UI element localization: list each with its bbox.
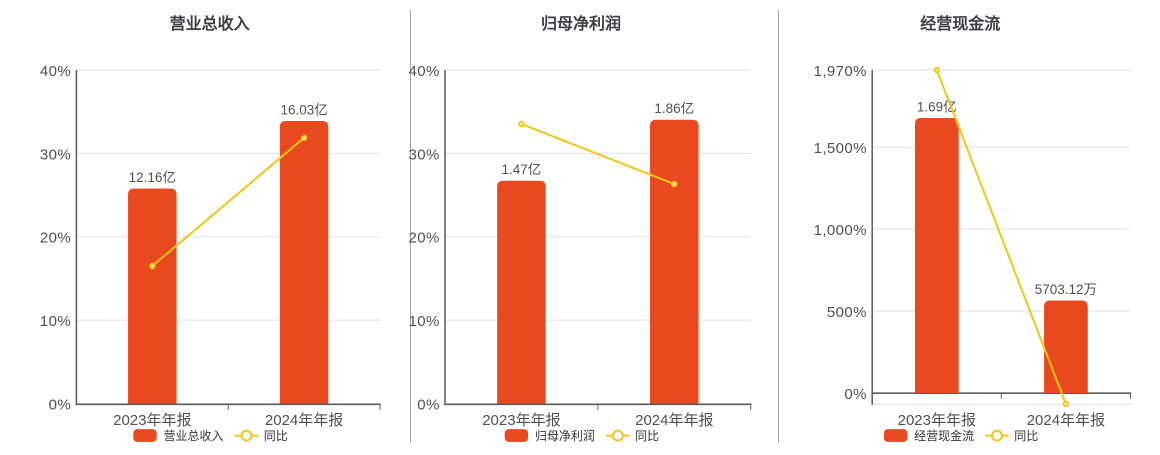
svg-text:12.16亿: 12.16亿 [129, 170, 176, 185]
svg-text:经营现金流: 经营现金流 [914, 428, 974, 443]
svg-text:1,970%: 1,970% [814, 63, 867, 80]
svg-text:2023年年报: 2023年年报 [113, 412, 191, 429]
svg-text:2023年年报: 2023年年报 [898, 412, 976, 429]
svg-text:同比: 同比 [635, 429, 659, 443]
svg-text:30%: 30% [40, 146, 71, 163]
svg-text:1.69亿: 1.69亿 [917, 99, 957, 114]
svg-text:归母净利润: 归母净利润 [535, 429, 595, 443]
svg-text:0%: 0% [844, 386, 866, 403]
svg-text:1,500%: 1,500% [814, 140, 867, 157]
svg-text:5703.12万: 5703.12万 [1035, 282, 1097, 297]
svg-text:1,000%: 1,000% [814, 222, 867, 239]
svg-text:2024年年报: 2024年年报 [1027, 412, 1105, 429]
svg-text:营业总收入: 营业总收入 [164, 429, 224, 443]
svg-text:1.47亿: 1.47亿 [502, 162, 542, 177]
svg-text:同比: 同比 [264, 429, 288, 443]
svg-text:30%: 30% [408, 146, 439, 163]
svg-text:16.03亿: 16.03亿 [280, 103, 327, 118]
svg-text:经营现金流: 经营现金流 [920, 14, 1000, 33]
svg-text:2024年年报: 2024年年报 [635, 412, 713, 429]
svg-text:0%: 0% [417, 396, 439, 413]
svg-text:40%: 40% [40, 63, 71, 80]
svg-text:40%: 40% [408, 63, 439, 80]
svg-text:同比: 同比 [1014, 429, 1038, 443]
svg-text:营业总收入: 营业总收入 [170, 14, 250, 33]
svg-text:归母净利润: 归母净利润 [541, 14, 621, 33]
svg-text:0%: 0% [49, 396, 71, 413]
svg-text:500%: 500% [827, 304, 867, 321]
svg-text:20%: 20% [40, 230, 71, 247]
svg-text:2024年年报: 2024年年报 [265, 412, 343, 429]
svg-text:10%: 10% [40, 313, 71, 330]
svg-text:2023年年报: 2023年年报 [482, 412, 560, 429]
svg-text:20%: 20% [408, 230, 439, 247]
svg-text:1.86亿: 1.86亿 [654, 101, 694, 116]
svg-text:10%: 10% [408, 313, 439, 330]
